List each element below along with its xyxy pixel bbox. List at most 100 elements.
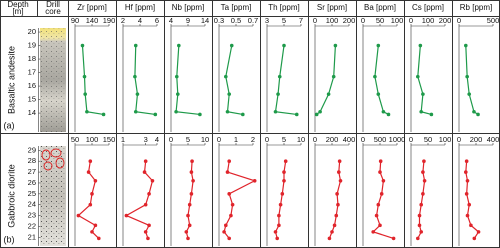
header-element: Rb [ppm] xyxy=(460,3,492,12)
x-tick-label: 400 xyxy=(343,135,356,144)
data-point xyxy=(378,223,382,228)
panel-tag: (a) xyxy=(4,120,15,130)
data-point xyxy=(153,112,158,117)
data-point xyxy=(467,202,472,207)
data-point xyxy=(83,92,87,96)
x-tick-label: 90 xyxy=(71,16,79,25)
data-point xyxy=(386,112,391,117)
x-tick-label: 0 xyxy=(169,135,173,144)
x-tick-label: 0 xyxy=(409,16,413,25)
depth-tick-label: 15 xyxy=(28,95,36,104)
x-tick-label: 4 xyxy=(138,16,142,25)
data-point xyxy=(376,92,381,96)
data-point xyxy=(381,109,386,114)
x-tick-label: 140 xyxy=(86,16,99,25)
x-tick-label: 200 xyxy=(326,135,339,144)
data-point xyxy=(332,223,337,228)
data-point xyxy=(417,213,422,218)
x-tick-label: 2 xyxy=(121,16,125,25)
depth-tick-label: 18 xyxy=(28,54,36,63)
data-point xyxy=(371,230,376,234)
data-point xyxy=(143,230,148,234)
data-point xyxy=(378,159,383,164)
x-tick-label: 5 xyxy=(186,135,190,144)
panel-tag: (b) xyxy=(4,234,15,244)
depth-tick-label: 23 xyxy=(28,211,36,220)
data-point xyxy=(230,202,235,207)
data-point xyxy=(464,170,468,174)
lithology: Basaltic andesite xyxy=(6,46,16,114)
profile-line xyxy=(134,45,156,116)
data-point xyxy=(335,192,339,196)
profile-line xyxy=(81,45,104,116)
x-tick-label: 14 xyxy=(201,16,209,25)
data-point xyxy=(314,112,319,117)
header-core: core xyxy=(45,7,61,16)
data-point xyxy=(93,223,98,228)
data-point xyxy=(184,230,189,234)
data-point xyxy=(186,213,190,218)
data-point xyxy=(421,192,425,196)
x-tick-label: 0.7 xyxy=(248,16,258,25)
data-point xyxy=(88,159,93,164)
data-point xyxy=(464,43,468,48)
x-tick-label: 100 xyxy=(326,16,339,25)
depth-tick-label: 16 xyxy=(28,81,36,90)
x-tick-label: 190 xyxy=(103,16,116,25)
x-tick-label: 10 xyxy=(297,135,305,144)
data-point xyxy=(198,112,202,117)
data-point xyxy=(191,178,195,183)
x-tick-label: 6 xyxy=(155,16,159,25)
data-point xyxy=(227,159,231,164)
data-point xyxy=(337,170,341,174)
data-point xyxy=(419,109,424,114)
x-tick-label: 0.5 xyxy=(231,16,241,25)
data-point xyxy=(422,159,426,164)
data-point xyxy=(273,109,278,114)
data-point xyxy=(277,223,281,228)
data-point xyxy=(277,213,281,218)
data-point xyxy=(282,170,286,174)
x-tick-label: 150 xyxy=(103,135,116,144)
profile-line xyxy=(465,45,479,115)
data-point xyxy=(429,112,434,117)
data-point xyxy=(224,74,228,79)
data-point xyxy=(330,230,334,234)
data-point xyxy=(472,236,477,241)
depth-tick-label: 17 xyxy=(28,68,36,77)
data-point xyxy=(418,43,423,48)
x-tick-label: 400 xyxy=(487,135,500,144)
profile-line xyxy=(225,45,243,116)
data-point xyxy=(97,236,101,241)
x-tick-label: 100 xyxy=(86,135,99,144)
data-point xyxy=(142,170,147,174)
data-point xyxy=(241,112,245,117)
data-point xyxy=(229,213,233,218)
data-point xyxy=(190,159,194,164)
data-point xyxy=(189,192,194,196)
data-point xyxy=(318,109,322,114)
profile-line xyxy=(175,45,200,116)
data-point xyxy=(222,230,226,234)
x-tick-label: 50 xyxy=(424,135,432,144)
lithology: Gabbroic diorite xyxy=(6,164,16,228)
depth-tick-label: 26 xyxy=(28,178,36,187)
x-tick-label: 0 xyxy=(313,135,317,144)
data-point xyxy=(273,230,278,234)
data-point xyxy=(422,178,427,183)
data-point xyxy=(334,213,339,218)
profile-line xyxy=(417,45,432,116)
x-tick-label: 0 xyxy=(457,16,461,25)
x-tick-label: 10 xyxy=(201,135,209,144)
data-point xyxy=(133,74,137,79)
data-point xyxy=(282,43,286,48)
data-point xyxy=(275,236,280,241)
data-point xyxy=(376,202,381,207)
data-point xyxy=(147,192,151,196)
x-tick-label: 0 xyxy=(217,135,221,144)
data-point xyxy=(227,236,231,241)
x-tick-label: 3 xyxy=(265,16,269,25)
profile-line xyxy=(465,161,480,239)
header-depth: [m] xyxy=(12,7,23,16)
